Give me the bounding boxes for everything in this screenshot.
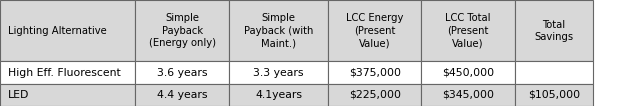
Text: $225,000: $225,000	[349, 90, 401, 100]
Text: 4.1years: 4.1years	[255, 90, 302, 100]
Bar	[515, 84, 593, 106]
Text: Total
Savings: Total Savings	[534, 20, 574, 42]
Bar	[229, 61, 328, 84]
Text: $345,000: $345,000	[442, 90, 494, 100]
Bar	[515, 0, 593, 61]
Bar	[328, 0, 421, 61]
Bar	[421, 0, 515, 61]
Bar	[229, 0, 328, 61]
Text: Lighting Alternative: Lighting Alternative	[8, 26, 106, 36]
Text: 3.3 years: 3.3 years	[253, 68, 304, 78]
Bar	[229, 84, 328, 106]
Bar	[421, 61, 515, 84]
Text: High Eff. Fluorescent: High Eff. Fluorescent	[8, 68, 120, 78]
Bar	[0, 84, 135, 106]
Text: $450,000: $450,000	[442, 68, 494, 78]
Text: $105,000: $105,000	[528, 90, 580, 100]
Bar	[0, 61, 135, 84]
Bar	[515, 61, 593, 84]
Text: LCC Total
(Present
Value): LCC Total (Present Value)	[445, 13, 491, 48]
Bar	[135, 0, 229, 61]
Bar	[135, 84, 229, 106]
Bar	[421, 84, 515, 106]
Text: 3.6 years: 3.6 years	[157, 68, 207, 78]
Text: LED: LED	[8, 90, 29, 100]
Bar	[328, 61, 421, 84]
Text: LCC Energy
(Present
Value): LCC Energy (Present Value)	[346, 13, 404, 48]
Text: 4.4 years: 4.4 years	[157, 90, 207, 100]
Bar	[0, 0, 135, 61]
Text: $375,000: $375,000	[349, 68, 401, 78]
Bar	[135, 61, 229, 84]
Bar	[328, 84, 421, 106]
Text: Simple
Payback (with
Maint.): Simple Payback (with Maint.)	[244, 13, 313, 48]
Text: Simple
Payback
(Energy only): Simple Payback (Energy only)	[149, 13, 215, 48]
